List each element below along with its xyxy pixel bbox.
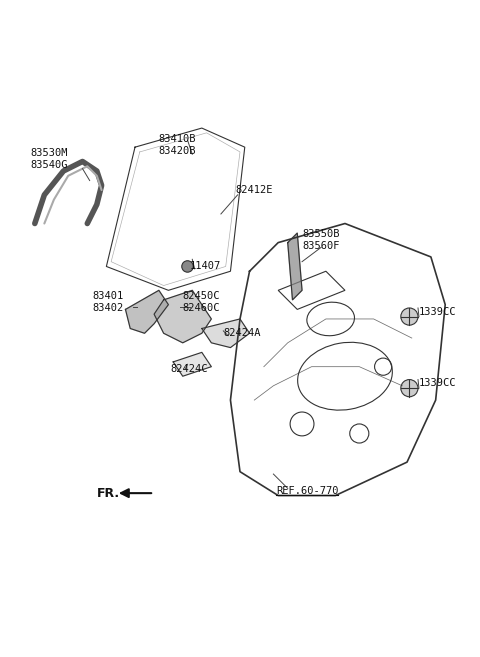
Text: REF.60-770: REF.60-770 — [276, 486, 338, 496]
Text: 1339CC: 1339CC — [419, 307, 456, 317]
Text: 83530M
83540G: 83530M 83540G — [30, 148, 68, 170]
Text: 83410B
83420B: 83410B 83420B — [159, 134, 196, 156]
Text: 11407: 11407 — [190, 261, 221, 271]
Polygon shape — [125, 290, 168, 333]
Circle shape — [401, 308, 418, 325]
Text: 83550B
83560F: 83550B 83560F — [302, 229, 339, 251]
Text: 82424C: 82424C — [171, 364, 208, 374]
Polygon shape — [173, 352, 211, 376]
Text: 82450C
82460C: 82450C 82460C — [183, 292, 220, 313]
Polygon shape — [202, 319, 250, 348]
Text: FR.: FR. — [97, 487, 120, 499]
Circle shape — [401, 380, 418, 397]
Text: 82424A: 82424A — [223, 328, 261, 338]
Polygon shape — [154, 290, 211, 343]
Text: 83401
83402: 83401 83402 — [92, 292, 123, 313]
Polygon shape — [288, 233, 302, 300]
Circle shape — [182, 261, 193, 272]
Text: 1339CC: 1339CC — [419, 378, 456, 388]
Text: 82412E: 82412E — [235, 185, 273, 195]
